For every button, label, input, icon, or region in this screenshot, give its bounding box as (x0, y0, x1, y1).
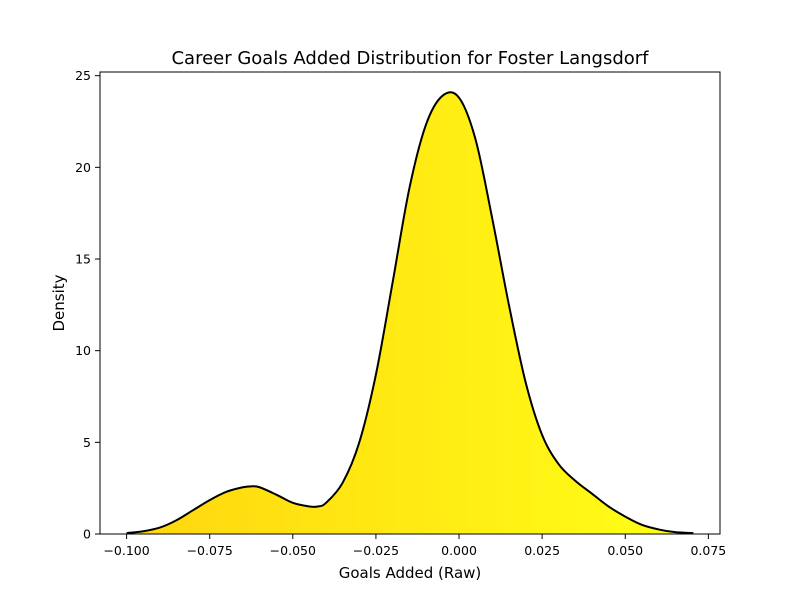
density-curve-line (126, 91, 694, 535)
y-tick-label: 15 (75, 252, 91, 267)
y-tick-label: 10 (75, 343, 91, 358)
x-tick-label: 0.000 (441, 543, 477, 558)
x-tick-label: −0.075 (187, 543, 233, 558)
density-area-fill (126, 92, 694, 534)
x-tick-label: −0.100 (103, 543, 149, 558)
y-tick-label: 5 (83, 435, 91, 450)
x-tick-label: 0.075 (690, 543, 726, 558)
chart-title: Career Goals Added Distribution for Fost… (171, 48, 649, 69)
x-axis-label: Goals Added (Raw) (339, 564, 482, 582)
x-tick-label: 0.025 (524, 543, 560, 558)
plot-frame (99, 71, 721, 535)
y-axis-ticks: 0 5 10 15 20 25 (75, 68, 100, 542)
x-axis-ticks: −0.100 −0.075 −0.050 −0.025 0.000 0.025 0.050 0… (103, 534, 726, 558)
y-axis-label: Density (50, 274, 68, 331)
x-tick-label: −0.050 (270, 543, 316, 558)
y-tick-label: 0 (83, 527, 91, 542)
y-tick-label: 20 (75, 160, 91, 175)
y-tick-label: 25 (75, 68, 91, 83)
x-tick-label: −0.025 (353, 543, 399, 558)
x-tick-label: 0.050 (607, 543, 643, 558)
